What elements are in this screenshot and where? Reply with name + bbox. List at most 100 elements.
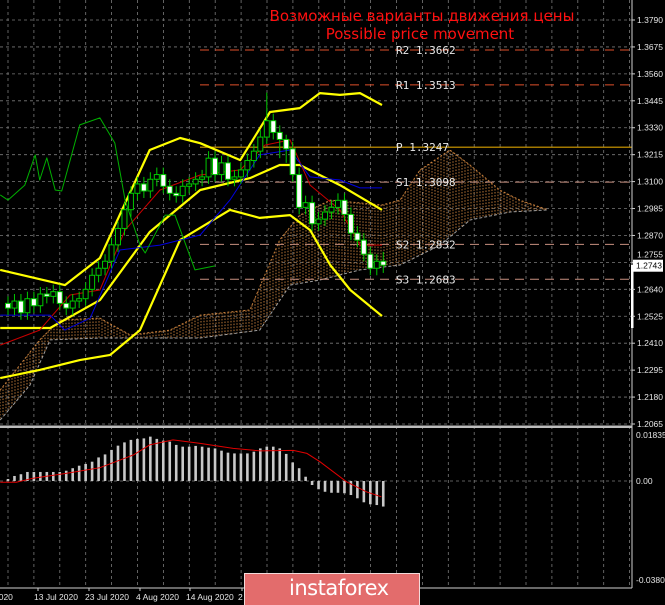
bull-candle	[192, 178, 199, 185]
pivot-label: P 1.3247	[396, 141, 449, 154]
pivot-label: R1 1.3513	[396, 79, 456, 92]
macd-bar	[220, 450, 223, 481]
bull-candle	[121, 209, 128, 229]
current-price-box	[633, 259, 663, 272]
bear-candle	[63, 302, 70, 309]
macd-bar	[51, 471, 55, 481]
macd-bar	[278, 448, 282, 481]
price-tick-label: 1.2410	[637, 338, 663, 348]
time-tick-label: 14 Aug 2020	[186, 592, 234, 602]
pivot-label: R2 1.3662	[396, 44, 456, 57]
bear-candle	[367, 253, 374, 269]
chart-frame	[0, 0, 634, 589]
bear-candle	[341, 199, 348, 215]
bull-candle	[114, 227, 121, 246]
macd-bar	[187, 446, 191, 481]
bear-candle	[289, 148, 296, 176]
bull-candle	[322, 211, 329, 220]
macd-tick-label: 0.00	[636, 476, 653, 486]
macd-bar	[194, 445, 197, 481]
bull-candle	[69, 300, 76, 309]
kijun-line	[0, 149, 382, 331]
price-tick-label: 1.2870	[637, 230, 663, 240]
macd-bar	[103, 454, 107, 481]
bear-candle	[56, 291, 63, 304]
bull-candle	[218, 162, 225, 176]
bollinger-upper-line	[0, 92, 383, 287]
panel-separator	[0, 425, 632, 428]
macd-bar	[142, 438, 146, 481]
macd-bar	[6, 478, 10, 481]
bear-candle	[17, 300, 24, 314]
macd-bar	[336, 480, 340, 493]
bull-candle	[82, 288, 89, 300]
bull-candle	[153, 174, 160, 180]
instaforex-logo[interactable]: instaforex	[244, 573, 420, 605]
bear-candle	[296, 174, 303, 208]
macd-bar	[19, 474, 23, 481]
time-tick-label: 4 Aug 2020	[136, 592, 179, 602]
macd-bar	[123, 442, 126, 481]
price-tick-label: 1.3790	[637, 15, 663, 25]
bull-candle	[102, 260, 109, 269]
macd-bar	[84, 463, 87, 481]
macd-bar	[161, 440, 165, 481]
price-tick-label: 1.3100	[637, 177, 663, 187]
senkou-span-b	[0, 209, 549, 421]
price-tick-label: 1.3215	[637, 150, 663, 160]
bull-candle	[373, 260, 380, 269]
price-tick-label: 1.3445	[637, 96, 663, 106]
bull-candle	[334, 199, 341, 208]
bear-candle	[354, 232, 361, 241]
macd-bar	[343, 480, 346, 494]
axes: 1.3790 1.3675 1.3560 1.3445 1.3330 1.3215 1.31…	[0, 15, 665, 602]
macd-bar	[291, 462, 294, 481]
price-tick-label: 1.2295	[637, 365, 663, 375]
time-tick-label: 2	[238, 592, 243, 602]
macd-bar	[259, 448, 262, 481]
bear-candle	[160, 174, 167, 187]
macd-bar	[349, 480, 353, 496]
macd-bar	[136, 438, 139, 481]
macd-bar	[200, 446, 204, 481]
current-price-label: 1.2743	[636, 261, 662, 271]
macd-bar	[77, 465, 81, 481]
bear-candle	[173, 192, 180, 197]
macd-bar	[149, 436, 152, 481]
price-tick-label: 1.3675	[637, 42, 663, 52]
macd-bar	[233, 453, 236, 481]
time-tick-label: 2020	[0, 592, 13, 602]
price-tick-label: 1.2985	[637, 204, 663, 214]
bull-candle	[244, 160, 251, 171]
bollinger-middle-line	[0, 163, 383, 330]
macd-bar	[297, 468, 301, 481]
bull-candle	[179, 185, 186, 197]
macd-bar	[304, 476, 307, 481]
price-tick-label: 1.2065	[637, 419, 663, 429]
macd-bar	[213, 448, 217, 481]
bear-candle	[309, 202, 316, 225]
time-tick-label: 23 Jul 2020	[85, 592, 129, 602]
bull-candle	[24, 298, 31, 314]
chikou-line	[0, 117, 216, 271]
bull-candle	[147, 178, 154, 192]
macd-bar	[174, 444, 178, 481]
macd-bar	[330, 480, 333, 493]
pivot-levels: R2 1.3662 R1 1.3513 P 1.3247 S1 1.3098 S2 1.…	[200, 44, 632, 286]
macd-bar	[265, 446, 269, 481]
macd-tick-label: -0.03807	[636, 575, 665, 585]
logo-text: instaforex	[289, 576, 389, 600]
macd-bar	[271, 446, 275, 481]
price-tick-label: 1.2180	[637, 392, 663, 402]
macd-bar	[181, 446, 184, 481]
macd-bar	[97, 457, 100, 481]
bear-candle	[276, 131, 283, 140]
bear-candle	[283, 138, 290, 150]
macd-bar	[246, 453, 249, 481]
macd-bar	[90, 461, 94, 481]
macd-bar	[317, 480, 320, 490]
tenkan-line	[0, 139, 382, 346]
macd-bar	[26, 471, 29, 481]
